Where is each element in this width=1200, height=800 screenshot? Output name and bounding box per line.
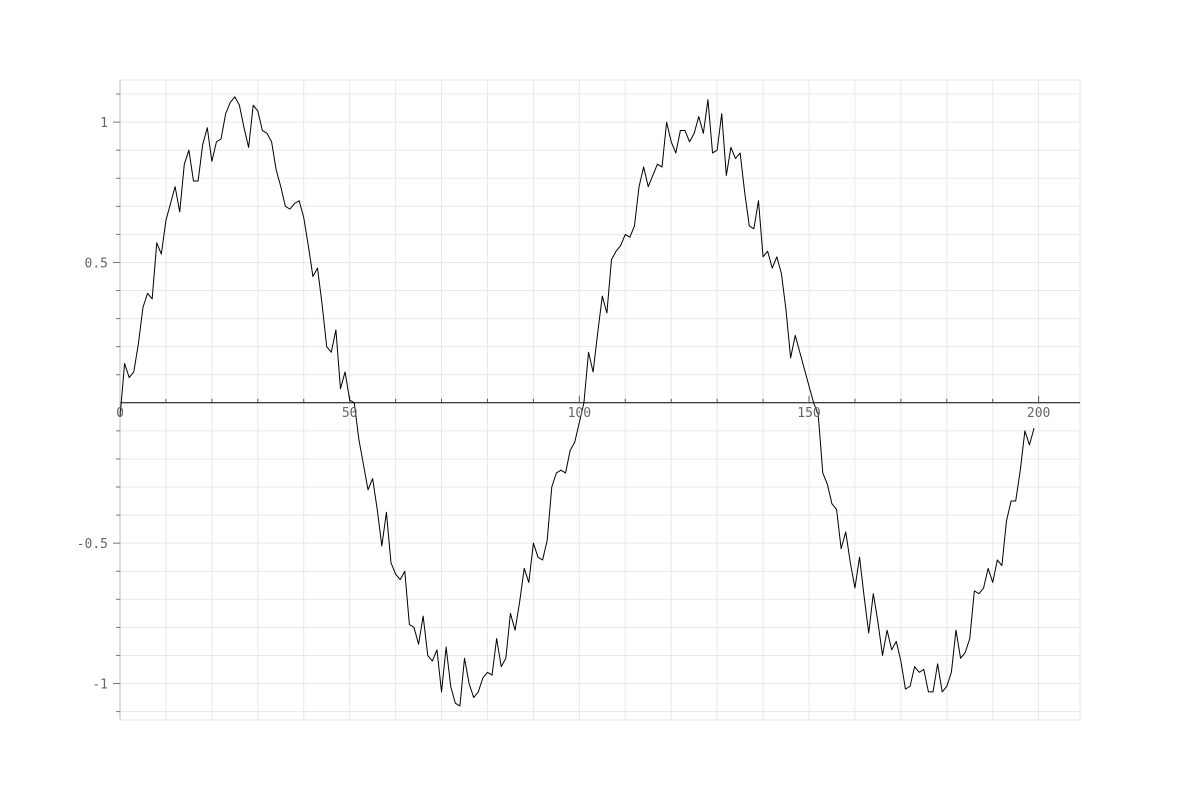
y-tick-label: -0.5 [77, 537, 108, 552]
x-tick-label: 100 [568, 406, 591, 421]
x-tick-label: 50 [342, 406, 358, 421]
axes [113, 80, 1080, 720]
plot-area [119, 79, 1081, 721]
series-line [119, 96, 1035, 707]
y-tick-label: 1 [100, 116, 108, 131]
series-group [119, 96, 1035, 707]
x-tick-label: 200 [1027, 406, 1050, 421]
x-tick-label: 0 [116, 406, 124, 421]
x-tick-label: 150 [797, 406, 820, 421]
y-tick-label: -1 [92, 678, 108, 693]
tick-labels: 0 50 100 150 200 1 0.5 -0.5 -1 [77, 116, 1051, 692]
y-tick-label: 0.5 [85, 256, 108, 271]
